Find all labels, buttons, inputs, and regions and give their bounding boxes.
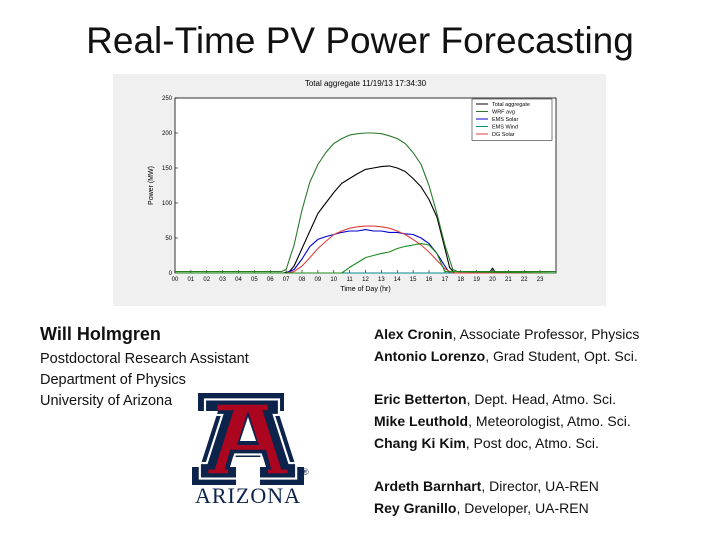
x-tick-label: 01 xyxy=(188,277,195,283)
presenter-position: Postdoctoral Research Assistant xyxy=(40,351,249,367)
group-gap xyxy=(374,367,714,388)
team-member: Rey Granillo, Developer, UA-REN xyxy=(374,497,714,519)
member-name: Chang Ki Kim xyxy=(374,435,466,451)
y-axis-label: Power (MW) xyxy=(148,166,155,205)
member-name: Rey Granillo xyxy=(374,500,457,516)
presenter-department: Department of Physics xyxy=(40,372,186,388)
member-name: Antonio Lorenzo xyxy=(374,348,486,364)
series-line-wrf-avg xyxy=(175,132,556,273)
registered-mark: ® xyxy=(302,467,309,477)
member-role: , Meteorologist, Atmo. Sci. xyxy=(468,413,631,429)
x-tick-label: 08 xyxy=(299,277,306,283)
y-tick-label: 100 xyxy=(162,201,173,207)
x-tick-label: 21 xyxy=(505,277,512,283)
legend-box xyxy=(471,98,553,141)
member-role: , Developer, UA-REN xyxy=(456,500,589,516)
group-gap xyxy=(374,454,714,475)
member-name: Eric Betterton xyxy=(374,391,467,407)
legend-entry: WRF avg xyxy=(492,110,515,116)
legend-entry: EMS Solar xyxy=(492,117,518,123)
x-tick-label: 03 xyxy=(219,277,226,283)
member-role: , Post doc, Atmo. Sci. xyxy=(465,435,599,451)
block-a-logo-icon: ® ARIZONA xyxy=(192,393,309,508)
y-tick-label: 150 xyxy=(162,166,173,172)
x-tick-label: 06 xyxy=(267,277,274,283)
x-tick-label: 10 xyxy=(330,277,337,283)
x-tick-label: 05 xyxy=(251,277,258,283)
x-tick-label: 15 xyxy=(410,277,417,283)
x-tick-label: 23 xyxy=(537,277,544,283)
y-tick-label: 200 xyxy=(162,131,173,137)
y-tick-label: 0 xyxy=(169,271,173,277)
member-role: , Dept. Head, Atmo. Sci. xyxy=(466,391,616,407)
team-member: Ardeth Barnhart, Director, UA-REN xyxy=(374,475,714,497)
x-tick-label: 12 xyxy=(362,277,369,283)
x-tick-label: 17 xyxy=(442,277,449,283)
x-tick-label: 04 xyxy=(235,277,242,283)
member-name: Alex Cronin xyxy=(374,326,453,342)
team-list: Alex Cronin, Associate Professor, Physic… xyxy=(374,323,714,519)
x-tick-label: 02 xyxy=(203,277,210,283)
y-tick-label: 250 xyxy=(162,96,173,102)
slide-title: Real-Time PV Power Forecasting xyxy=(86,20,634,61)
chart-title: Total aggregate 11/19/13 17:34:30 xyxy=(305,79,427,88)
power-chart: Total aggregate 11/19/13 17:34:300501001… xyxy=(148,79,557,293)
presenter-university: University of Arizona xyxy=(40,393,173,409)
legend-entry: DG Solar xyxy=(492,132,515,138)
x-tick-label: 07 xyxy=(283,277,290,283)
member-role: , Director, UA-REN xyxy=(481,478,599,494)
member-role: , Grad Student, Opt. Sci. xyxy=(485,348,638,364)
presenter-name: Will Holmgren xyxy=(40,324,161,344)
x-tick-label: 00 xyxy=(172,277,179,283)
member-role: , Associate Professor, Physics xyxy=(452,326,640,342)
member-name: Mike Leuthold xyxy=(374,413,469,429)
x-tick-label: 22 xyxy=(521,277,528,283)
y-tick-label: 50 xyxy=(165,236,172,242)
x-tick-label: 20 xyxy=(489,277,496,283)
x-tick-label: 13 xyxy=(378,277,385,283)
legend-entry: Total aggregate xyxy=(492,102,530,108)
x-tick-label: 18 xyxy=(457,277,464,283)
x-tick-label: 09 xyxy=(315,277,322,283)
series-line-unlabeled-5 xyxy=(175,243,557,274)
presenter-block: Will Holmgren Postdoctoral Research Assi… xyxy=(40,324,300,412)
university-logo: ® ARIZONA xyxy=(184,387,312,508)
x-tick-label: 16 xyxy=(426,277,433,283)
team-member: Eric Betterton, Dept. Head, Atmo. Sci. xyxy=(374,388,714,410)
chart-panel: Total aggregate 11/19/13 17:34:30 0 50 100 1… xyxy=(113,74,606,306)
logo-wordmark: ARIZONA xyxy=(195,483,301,507)
x-tick-label: 19 xyxy=(473,277,480,283)
series-line-dg-solar xyxy=(175,225,556,274)
x-tick-label: 11 xyxy=(347,277,354,283)
team-member: Chang Ki Kim, Post doc, Atmo. Sci. xyxy=(374,432,714,454)
team-member: Alex Cronin, Associate Professor, Physic… xyxy=(374,323,714,345)
x-axis-label: Time of Day (hr) xyxy=(340,286,390,293)
team-member: Antonio Lorenzo, Grad Student, Opt. Sci. xyxy=(374,345,714,367)
x-tick-label: 14 xyxy=(394,277,401,283)
team-member: Mike Leuthold, Meteorologist, Atmo. Sci. xyxy=(374,410,714,432)
member-name: Ardeth Barnhart xyxy=(374,478,482,494)
legend-entry: EMS Wind xyxy=(492,125,518,131)
